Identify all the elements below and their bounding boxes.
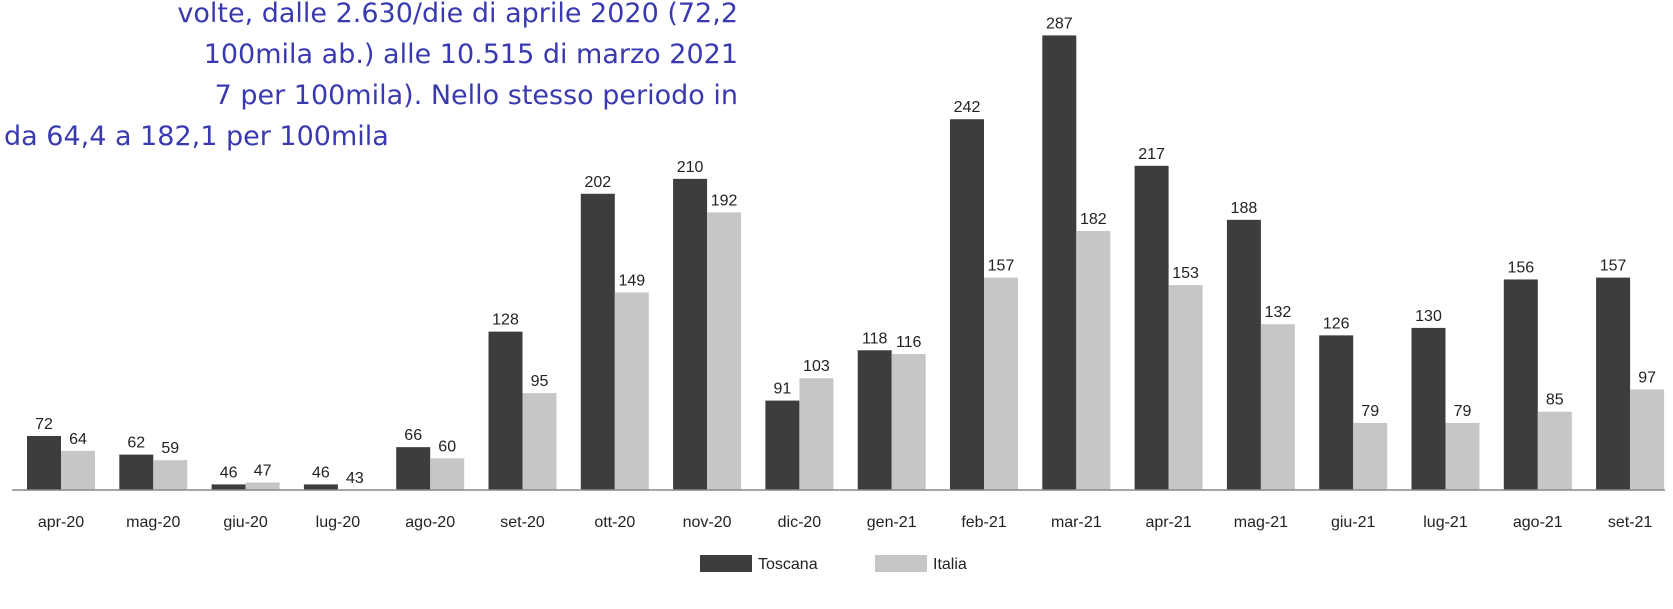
bar bbox=[1319, 335, 1354, 490]
value-label: 182 bbox=[1080, 211, 1107, 228]
value-label: 156 bbox=[1507, 259, 1534, 276]
x-tick-label: set-21 bbox=[1608, 514, 1653, 531]
x-tick-label: feb-21 bbox=[961, 514, 1006, 531]
bar bbox=[765, 400, 800, 490]
value-label: 202 bbox=[584, 174, 611, 191]
value-label: 126 bbox=[1323, 315, 1350, 332]
x-tick-label: mar-21 bbox=[1051, 514, 1102, 531]
value-label: 60 bbox=[438, 438, 456, 455]
annotation-line: da 64,4 a 182,1 per 100mila bbox=[4, 121, 389, 152]
bar bbox=[119, 454, 154, 490]
value-label: 103 bbox=[803, 358, 830, 375]
value-label: 116 bbox=[896, 334, 922, 351]
x-tick-label: mag-20 bbox=[126, 514, 180, 531]
value-label: 97 bbox=[1638, 369, 1656, 386]
x-tick-label: nov-20 bbox=[683, 514, 732, 531]
x-tick-label: ago-20 bbox=[405, 514, 455, 531]
bar bbox=[303, 484, 338, 490]
x-tick-label: gen-21 bbox=[867, 514, 917, 531]
legend-label: Italia bbox=[933, 556, 967, 573]
x-tick-label: ott-20 bbox=[594, 514, 635, 531]
bar bbox=[799, 378, 834, 490]
x-tick-label: lug-21 bbox=[1423, 514, 1468, 531]
bar bbox=[950, 119, 984, 491]
bar bbox=[1503, 279, 1538, 490]
x-tick-label: apr-21 bbox=[1145, 514, 1191, 531]
value-label: 157 bbox=[1600, 258, 1627, 275]
bar bbox=[707, 212, 742, 490]
legend-label: Toscana bbox=[758, 556, 818, 573]
bar bbox=[1260, 324, 1295, 490]
bar bbox=[1411, 327, 1446, 490]
legend-swatch bbox=[875, 555, 927, 572]
value-label: 132 bbox=[1265, 304, 1292, 321]
bar bbox=[1168, 285, 1203, 490]
value-label: 85 bbox=[1546, 392, 1564, 409]
value-label: 130 bbox=[1415, 308, 1442, 325]
bar bbox=[211, 484, 246, 490]
bar bbox=[1596, 277, 1631, 490]
value-label: 66 bbox=[404, 427, 422, 444]
value-label: 79 bbox=[1361, 403, 1379, 420]
bar bbox=[1076, 231, 1111, 490]
x-tick-label: apr-20 bbox=[38, 514, 84, 531]
value-label: 47 bbox=[254, 463, 272, 480]
bar bbox=[614, 292, 649, 490]
value-label: 192 bbox=[711, 192, 738, 209]
value-label: 91 bbox=[774, 381, 792, 398]
x-tick-label: mag-21 bbox=[1234, 514, 1288, 531]
bar bbox=[580, 193, 615, 490]
value-label: 217 bbox=[1138, 146, 1165, 163]
annotation-line: volte, dalle 2.630/die di aprile 2020 (7… bbox=[177, 0, 738, 29]
bar bbox=[1445, 422, 1480, 490]
value-label: 64 bbox=[69, 431, 87, 448]
x-tick-label: ago-21 bbox=[1513, 514, 1563, 531]
bar bbox=[430, 458, 465, 490]
value-label: 210 bbox=[677, 159, 704, 176]
bar bbox=[1353, 422, 1388, 490]
bar bbox=[245, 482, 280, 490]
bar bbox=[61, 450, 95, 490]
value-label: 149 bbox=[618, 273, 645, 290]
bar bbox=[857, 350, 892, 490]
value-label: 95 bbox=[531, 373, 549, 390]
value-label: 287 bbox=[1046, 15, 1073, 32]
value-label: 59 bbox=[161, 440, 179, 457]
value-label: 157 bbox=[988, 258, 1015, 275]
x-tick-label: dic-20 bbox=[778, 514, 822, 531]
bar bbox=[1226, 219, 1261, 491]
bar bbox=[488, 331, 523, 490]
bar bbox=[153, 460, 188, 490]
bar bbox=[673, 178, 708, 490]
x-tick-label: lug-20 bbox=[316, 514, 361, 531]
bar bbox=[1042, 35, 1077, 491]
bar bbox=[522, 393, 557, 490]
value-label: 46 bbox=[312, 464, 330, 481]
value-label: 43 bbox=[346, 470, 364, 487]
x-tick-label: giu-21 bbox=[1331, 514, 1376, 531]
annotation-line: 7 per 100mila). Nello stesso periodo in bbox=[215, 80, 738, 111]
value-label: 242 bbox=[954, 99, 981, 116]
bar bbox=[27, 435, 61, 490]
bar bbox=[396, 447, 431, 490]
x-tick-label: giu-20 bbox=[223, 514, 268, 531]
bar bbox=[1630, 389, 1665, 490]
value-label: 153 bbox=[1172, 265, 1199, 282]
bar bbox=[984, 277, 1018, 490]
value-label: 128 bbox=[492, 312, 519, 329]
value-label: 118 bbox=[862, 330, 888, 347]
value-label: 72 bbox=[35, 416, 53, 433]
legend-swatch bbox=[700, 555, 752, 572]
bar bbox=[891, 353, 926, 490]
value-label: 79 bbox=[1454, 403, 1472, 420]
bar bbox=[1134, 165, 1169, 490]
bar bbox=[1537, 411, 1572, 490]
annotation-line: 100mila ab.) alle 10.515 di marzo 2021 bbox=[204, 39, 738, 70]
value-label: 188 bbox=[1231, 200, 1258, 217]
x-tick-label: set-20 bbox=[500, 514, 545, 531]
value-label: 62 bbox=[127, 435, 145, 452]
value-label: 46 bbox=[220, 464, 238, 481]
